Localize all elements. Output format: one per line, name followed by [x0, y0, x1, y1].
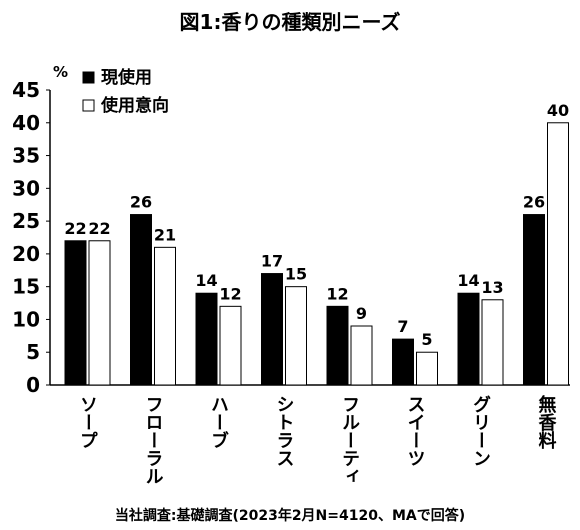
category-label: シトラス — [274, 395, 295, 467]
bar-intent-to-use — [547, 122, 569, 386]
category-label: 無香料 — [536, 394, 558, 450]
data-label: 14 — [457, 271, 479, 290]
bar-current-use — [130, 214, 152, 386]
bar-current-use — [261, 273, 283, 386]
data-label: 22 — [88, 219, 110, 238]
category-label: ハーブ — [208, 395, 229, 449]
chart-title: 図1:香りの種類別ニーズ — [179, 10, 401, 34]
category-label: フローラル — [143, 395, 164, 485]
data-label: 12 — [326, 284, 348, 303]
data-label: 9 — [356, 304, 367, 323]
data-label: 15 — [285, 265, 307, 284]
data-label: 13 — [481, 278, 503, 297]
bar-intent-to-use — [285, 286, 307, 386]
bar-current-use — [64, 240, 87, 386]
y-axis-unit: % — [53, 63, 68, 81]
data-label: 26 — [130, 193, 152, 212]
bar-current-use — [523, 214, 545, 386]
legend-swatch-intent-to-use — [82, 99, 95, 112]
y-tick-label: 40 — [12, 111, 40, 135]
data-label: 22 — [64, 219, 86, 238]
y-tick-label: 25 — [12, 209, 40, 233]
bar-intent-to-use — [88, 240, 111, 386]
category-label: グリーン — [470, 395, 491, 467]
bar-current-use — [457, 292, 480, 386]
bar-intent-to-use — [481, 299, 504, 386]
bar-current-use — [195, 292, 218, 386]
category-label: スイーツ — [405, 395, 426, 467]
data-label: 12 — [219, 284, 241, 303]
category-label: フルーティ — [339, 395, 360, 485]
data-label: 17 — [261, 252, 283, 271]
bar-intent-to-use — [350, 325, 373, 386]
y-tick-label: 0 — [26, 373, 40, 397]
data-label: 40 — [547, 101, 569, 120]
category-label: ソープ — [77, 395, 98, 449]
y-tick-label: 10 — [12, 307, 40, 331]
source-note: 当社調査:基礎調査(2023年2月N=4120、MAで回答) — [114, 508, 466, 524]
bar-current-use — [326, 305, 349, 386]
legend-label-current-use: 現使用 — [101, 67, 152, 88]
data-label: 26 — [523, 193, 545, 212]
data-label: 14 — [195, 271, 217, 290]
y-tick-label: 20 — [12, 242, 40, 266]
y-tick-label: 45 — [12, 78, 40, 102]
data-label: 5 — [421, 330, 432, 349]
data-label: 21 — [154, 225, 176, 244]
y-tick-label: 5 — [26, 340, 40, 364]
y-tick-label: 30 — [12, 176, 40, 200]
data-label: 7 — [397, 317, 408, 336]
bar-intent-to-use — [416, 351, 438, 386]
y-tick-label: 35 — [12, 144, 40, 168]
bar-intent-to-use — [219, 305, 242, 386]
bar-intent-to-use — [154, 246, 176, 386]
y-tick-label: 15 — [12, 275, 40, 299]
legend-swatch-current-use — [82, 71, 95, 84]
legend-label-intent-to-use: 使用意向 — [100, 95, 169, 116]
bar-current-use — [392, 338, 414, 386]
